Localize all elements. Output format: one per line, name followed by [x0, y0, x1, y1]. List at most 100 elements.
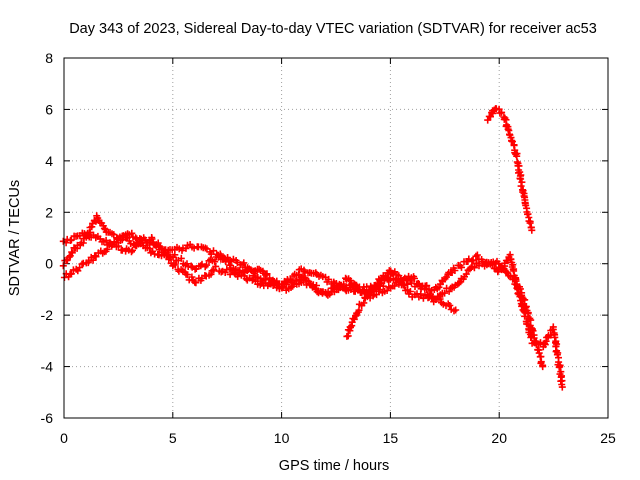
- data-point-marker: [65, 253, 73, 261]
- data-point-marker: [183, 271, 191, 279]
- data-point-marker: [68, 249, 76, 257]
- data-point-marker: [154, 242, 162, 250]
- y-tick-label: -6: [41, 410, 54, 426]
- data-point-marker: [220, 254, 228, 262]
- data-point-marker: [388, 269, 396, 277]
- x-tick-label: 20: [491, 430, 507, 446]
- x-tick-label: 25: [600, 430, 616, 446]
- chart-title: Day 343 of 2023, Sidereal Day-to-day VTE…: [69, 21, 597, 37]
- data-point-marker: [192, 279, 200, 287]
- x-tick-label: 5: [169, 430, 177, 446]
- data-point-marker: [283, 280, 290, 288]
- data-point-marker: [255, 265, 263, 273]
- data-point-marker: [441, 289, 449, 297]
- data-point-marker: [240, 259, 248, 267]
- data-point-marker: [446, 302, 454, 309]
- data-point-marker: [519, 188, 527, 196]
- data-point-marker: [539, 363, 547, 371]
- data-point-marker: [406, 288, 414, 295]
- y-tick-label: -2: [41, 307, 54, 323]
- data-point-marker: [212, 262, 220, 270]
- data-point-marker: [92, 253, 100, 261]
- data-point-marker: [203, 261, 211, 269]
- data-point-marker: [435, 283, 443, 291]
- data-point-marker: [452, 306, 460, 314]
- data-point-marker: [473, 251, 481, 259]
- data-point-marker: [262, 271, 270, 279]
- data-point-marker: [148, 235, 156, 243]
- data-point-marker: [271, 280, 279, 288]
- data-point-marker: [313, 282, 320, 289]
- data-point-marker: [528, 226, 536, 234]
- data-point-marker: [128, 248, 135, 256]
- y-tick-label: 0: [45, 256, 53, 272]
- data-point-marker: [67, 270, 75, 278]
- x-tick-label: 10: [274, 430, 290, 446]
- data-point-marker: [263, 270, 271, 278]
- data-point-marker: [188, 273, 196, 281]
- data-point-marker: [118, 246, 126, 254]
- x-tick-label: 0: [60, 430, 68, 446]
- data-point-marker: [225, 257, 233, 265]
- y-tick-label: 6: [45, 101, 53, 117]
- data-point-marker: [353, 281, 360, 289]
- data-point-marker: [518, 178, 526, 186]
- y-tick-label: 8: [45, 50, 53, 66]
- data-point-marker: [504, 125, 512, 133]
- data-point-marker: [470, 264, 478, 272]
- data-point-marker: [234, 272, 242, 280]
- data-point-marker: [187, 262, 195, 270]
- data-point-marker: [207, 270, 215, 278]
- grid: [64, 58, 608, 418]
- data-point-marker: [516, 285, 524, 293]
- data-point-marker: [403, 276, 411, 284]
- data-point-marker: [458, 263, 465, 271]
- data-point-marker: [469, 256, 477, 264]
- data-point-marker: [287, 276, 295, 284]
- data-point-marker: [558, 383, 566, 391]
- data-point-marker: [59, 262, 67, 270]
- data-point-marker: [346, 277, 354, 285]
- data-point-marker: [324, 288, 332, 296]
- data-point-marker: [521, 296, 529, 304]
- data-point-marker: [517, 175, 525, 183]
- data-point-marker: [223, 266, 231, 273]
- data-point-marker: [455, 279, 463, 287]
- y-tick-label: -4: [41, 359, 54, 375]
- data-point-marker: [118, 236, 126, 244]
- data-point-marker: [210, 247, 217, 255]
- data-point-marker: [301, 268, 309, 276]
- data-points: [59, 105, 566, 391]
- data-point-marker: [128, 229, 136, 237]
- x-axis-label: GPS time / hours: [279, 458, 389, 474]
- data-point-marker: [411, 275, 418, 282]
- data-point-marker: [244, 265, 252, 273]
- data-point-marker: [517, 182, 525, 190]
- data-point-marker: [372, 285, 380, 293]
- data-point-marker: [383, 287, 391, 294]
- data-point-marker: [401, 282, 408, 290]
- data-point-marker: [509, 138, 516, 146]
- data-point-marker: [344, 332, 352, 340]
- data-point-marker: [166, 254, 174, 262]
- data-point-marker: [526, 218, 534, 225]
- data-point-marker: [67, 236, 75, 244]
- data-point-marker: [91, 252, 99, 260]
- data-point-marker: [506, 130, 513, 138]
- data-point-marker: [462, 270, 470, 278]
- data-point-marker: [386, 275, 394, 283]
- data-point-marker: [171, 261, 179, 269]
- data-point-marker: [177, 254, 185, 262]
- data-point-marker: [481, 262, 489, 270]
- data-point-marker: [102, 236, 110, 244]
- data-point-marker: [391, 282, 399, 290]
- data-point-marker: [325, 275, 333, 283]
- data-point-marker: [129, 246, 136, 254]
- data-point-marker: [78, 260, 86, 268]
- data-point-marker: [507, 255, 515, 263]
- data-point-marker: [498, 108, 506, 116]
- y-tick-label: 2: [45, 204, 53, 220]
- data-point-marker: [360, 299, 368, 307]
- data-point-marker: [436, 295, 444, 303]
